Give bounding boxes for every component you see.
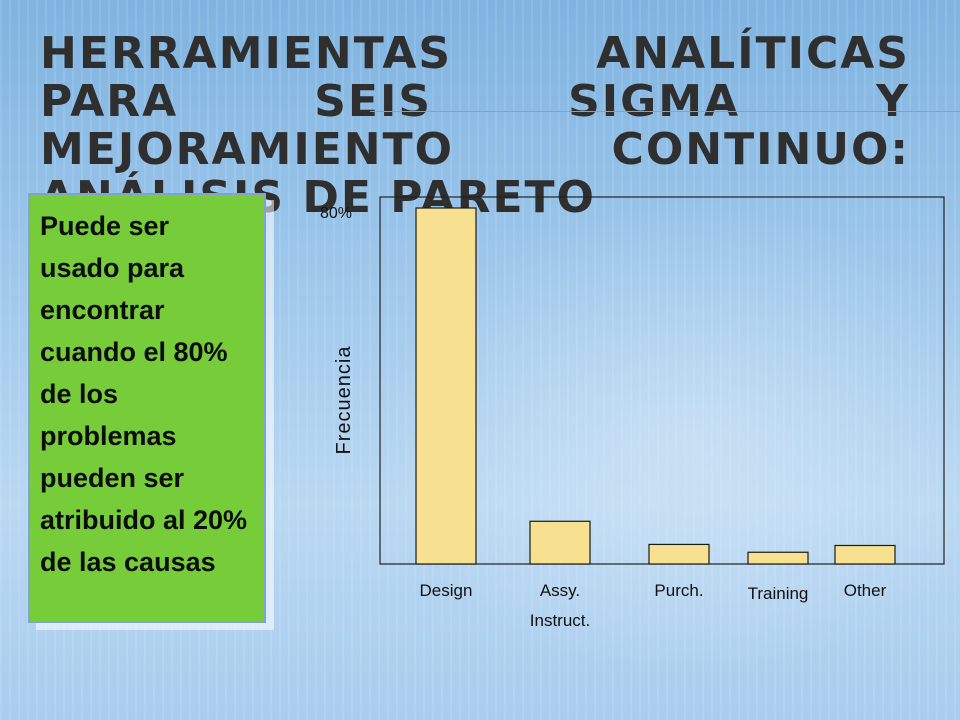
background-glow <box>380 200 960 680</box>
x-tick-label-0-0: Design <box>420 581 473 600</box>
x-tick-label-4-0: Other <box>844 581 887 600</box>
note-box: Puede ser usado para encontrar cuando el… <box>28 193 266 623</box>
bar-0 <box>415 207 477 565</box>
bar-3 <box>747 551 809 565</box>
bars-layer <box>415 207 896 565</box>
x-tick-label-1-1: Instruct. <box>530 611 590 630</box>
bar-1 <box>529 520 591 565</box>
title-underline <box>370 111 960 112</box>
x-tick-labels: Design Assy. Instruct. Purch. Training Other <box>420 581 887 630</box>
x-tick-label-3-0: Training <box>748 584 809 603</box>
bar-2 <box>648 543 710 565</box>
bar-4 <box>834 544 896 565</box>
y-tick-label: 80% <box>320 205 352 222</box>
x-tick-label-2-0: Purch. <box>654 581 703 600</box>
y-axis-label: Frecuencia <box>333 346 355 455</box>
x-tick-label-1-0: Assy. <box>540 581 580 600</box>
